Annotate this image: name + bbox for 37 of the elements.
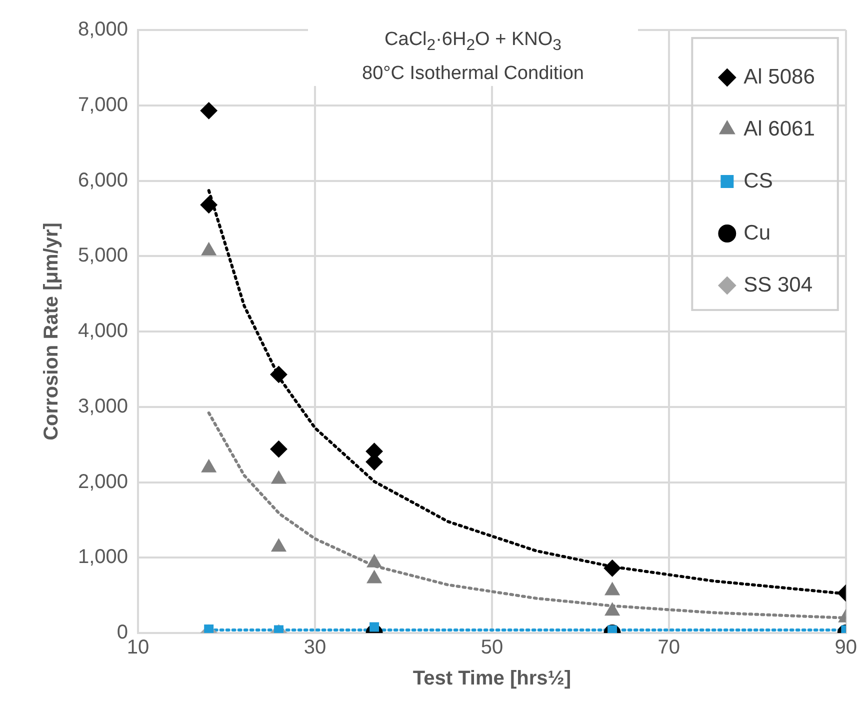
y-tick-label: 6,000 (78, 169, 128, 192)
y-tick-label: 8,000 (78, 18, 128, 41)
y-tick-label: 3,000 (78, 395, 128, 418)
point (270, 440, 288, 458)
x-tick-label: 50 (480, 636, 504, 659)
legend-label: Al 6061 (744, 117, 815, 140)
point (271, 470, 286, 484)
x-axis-title: Test Time [hrs½] (412, 668, 572, 690)
point (604, 560, 621, 577)
point (274, 625, 284, 633)
y-axis-title: Corrosion Rate [μm/yr] (40, 222, 63, 440)
point (366, 570, 382, 584)
y-tick-label: 0 (116, 622, 128, 644)
legend-label: SS 304 (744, 273, 813, 296)
point (366, 554, 382, 568)
point (204, 624, 214, 633)
y-tick-label: 7,000 (78, 94, 128, 116)
point (608, 625, 618, 633)
point (201, 459, 216, 472)
x-tick-label: 30 (304, 636, 326, 659)
x-tick-label: 90 (834, 636, 857, 659)
legend-label: Al 5086 (744, 65, 815, 88)
x-tick-label: 70 (658, 636, 680, 659)
y-tick-label: 4,000 (78, 320, 128, 342)
point (200, 196, 218, 214)
point (271, 538, 286, 552)
point (270, 366, 288, 383)
point (604, 582, 620, 596)
legend-label: Cu (744, 221, 771, 244)
x-tick-label: 10 (126, 636, 150, 659)
point (370, 622, 380, 632)
y-tick-label: 2,000 (78, 470, 128, 493)
legend-label: CS (744, 169, 773, 192)
y-tick-label: 1,000 (78, 546, 128, 568)
y-tick-label: 5,000 (78, 244, 128, 267)
point (604, 602, 620, 616)
point (200, 102, 218, 120)
